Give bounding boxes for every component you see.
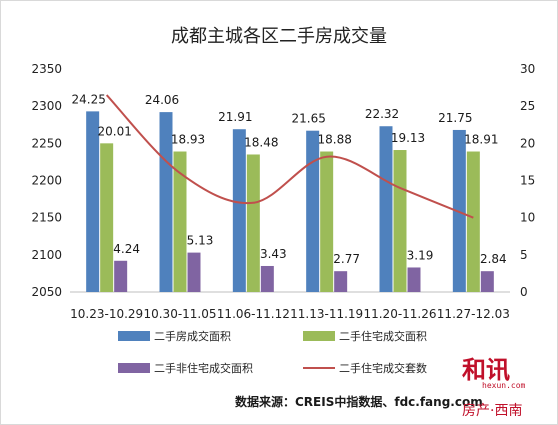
- bar: [379, 126, 393, 292]
- x-tick-label: 11.13-11.19: [290, 307, 363, 321]
- legend: 二手房成交面积 二手住宅成交面积 二手非住宅成交面积 二手住宅成交套数: [118, 329, 427, 375]
- x-tick-label: 11.27-12.03: [437, 307, 510, 321]
- left-tick-label: 2350: [31, 62, 62, 76]
- chart-title: 成都主城各区二手房成交量: [171, 26, 387, 47]
- legend-label-nonresidential-area: 二手非住宅成交面积: [154, 361, 253, 375]
- bar-data-label: 2.77: [333, 252, 360, 266]
- bars-layer: [86, 111, 494, 293]
- bar-labels-layer: 24.25 24.06 21.91 21.65 22.32 21.75 20.01 18.93…: [71, 92, 506, 266]
- legend-swatch-secondhand-area: [118, 331, 150, 341]
- bar-data-label: 2.84: [480, 252, 507, 266]
- right-tick-label: 30: [520, 62, 535, 76]
- left-tick-label: 2050: [31, 285, 62, 299]
- bar-data-label: 19.13: [391, 131, 425, 145]
- bar: [246, 154, 260, 292]
- bar-data-label: 20.01: [97, 124, 131, 138]
- bar: [187, 252, 201, 292]
- bar: [407, 267, 421, 292]
- left-axis-ticks: 2050 2100 2150 2200 2250 2300 2350: [31, 62, 62, 299]
- bar-data-label: 3.43: [260, 247, 287, 261]
- legend-label-residential-area: 二手住宅成交面积: [339, 329, 427, 343]
- bar-data-label: 21.91: [218, 110, 252, 124]
- bar-data-label: 24.06: [145, 93, 179, 107]
- legend-label-residential-units: 二手住宅成交套数: [339, 361, 427, 375]
- left-tick-label: 2200: [31, 174, 62, 188]
- bar: [334, 271, 348, 292]
- bar-data-label: 22.32: [365, 107, 399, 121]
- watermark-domain: hexun.com: [482, 381, 526, 390]
- x-axis-ticks: 10.23-10.29 10.30-11.05 11.06-11.12 11.13-1…: [70, 307, 510, 321]
- watermark-subtitle: 房产·西南: [462, 403, 522, 419]
- bar: [320, 151, 334, 292]
- bar-data-label: 21.65: [291, 112, 325, 126]
- x-tick-label: 11.06-11.12: [217, 307, 290, 321]
- bar-data-label: 18.88: [317, 133, 351, 147]
- left-tick-label: 2250: [31, 136, 62, 150]
- bar: [100, 143, 114, 292]
- left-tick-label: 2150: [31, 211, 62, 225]
- legend-label-secondhand-area: 二手房成交面积: [154, 329, 231, 343]
- line-layer: [105, 94, 474, 219]
- right-tick-label: 15: [520, 174, 535, 188]
- bar: [306, 130, 320, 292]
- legend-swatch-residential-area: [303, 331, 335, 341]
- right-tick-label: 10: [520, 211, 535, 225]
- right-tick-label: 0: [520, 285, 528, 299]
- bar-data-label: 18.48: [244, 135, 278, 149]
- x-tick-label: 11.20-11.26: [363, 307, 436, 321]
- bar: [86, 111, 100, 293]
- bar-data-label: 3.19: [407, 248, 434, 262]
- residential-units-line: [105, 94, 474, 219]
- watermark-logo: 和讯: [462, 356, 510, 384]
- bar: [466, 151, 480, 292]
- bar-data-label: 24.25: [71, 92, 105, 106]
- left-tick-label: 2100: [31, 248, 62, 262]
- right-axis-ticks: 0 5 10 15 20 25 30: [520, 62, 535, 299]
- right-tick-label: 20: [520, 136, 535, 150]
- hexun-watermark: 和讯 hexun.com 房产·西南: [462, 356, 526, 419]
- bar-data-label: 18.91: [464, 133, 498, 147]
- bar-data-label: 5.13: [187, 234, 214, 248]
- bar: [393, 150, 407, 292]
- bar-data-label: 21.75: [438, 111, 472, 125]
- bar: [114, 260, 128, 292]
- bar: [480, 271, 494, 292]
- bar: [173, 151, 187, 292]
- source-note: 数据来源：CREIS中指数据、fdc.fang.com: [235, 394, 483, 409]
- bar: [260, 265, 274, 292]
- bar-data-label: 18.93: [171, 133, 205, 147]
- legend-swatch-nonresidential-area: [118, 363, 150, 373]
- bar: [232, 129, 246, 292]
- left-tick-label: 2300: [31, 99, 62, 113]
- x-tick-label: 10.23-10.29: [70, 307, 143, 321]
- x-tick-label: 10.30-11.05: [143, 307, 216, 321]
- right-tick-label: 5: [520, 248, 528, 262]
- right-tick-label: 25: [520, 99, 535, 113]
- bar-data-label: 4.24: [113, 242, 140, 256]
